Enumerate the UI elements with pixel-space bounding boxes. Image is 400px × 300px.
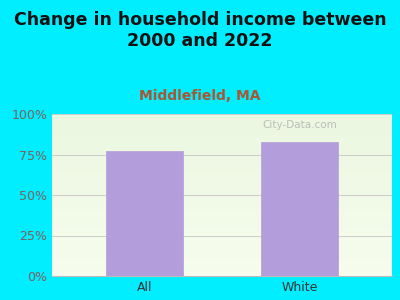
Text: Middlefield, MA: Middlefield, MA: [139, 89, 261, 103]
Text: City-Data.com: City-Data.com: [263, 120, 338, 130]
Bar: [261, 142, 338, 276]
Bar: [106, 151, 183, 276]
Text: Change in household income between
2000 and 2022: Change in household income between 2000 …: [14, 11, 386, 50]
